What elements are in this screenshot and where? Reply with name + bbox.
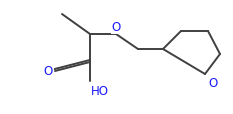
Text: O: O: [44, 65, 53, 78]
Text: O: O: [111, 21, 121, 34]
Text: HO: HO: [91, 84, 109, 97]
Text: O: O: [208, 76, 217, 89]
